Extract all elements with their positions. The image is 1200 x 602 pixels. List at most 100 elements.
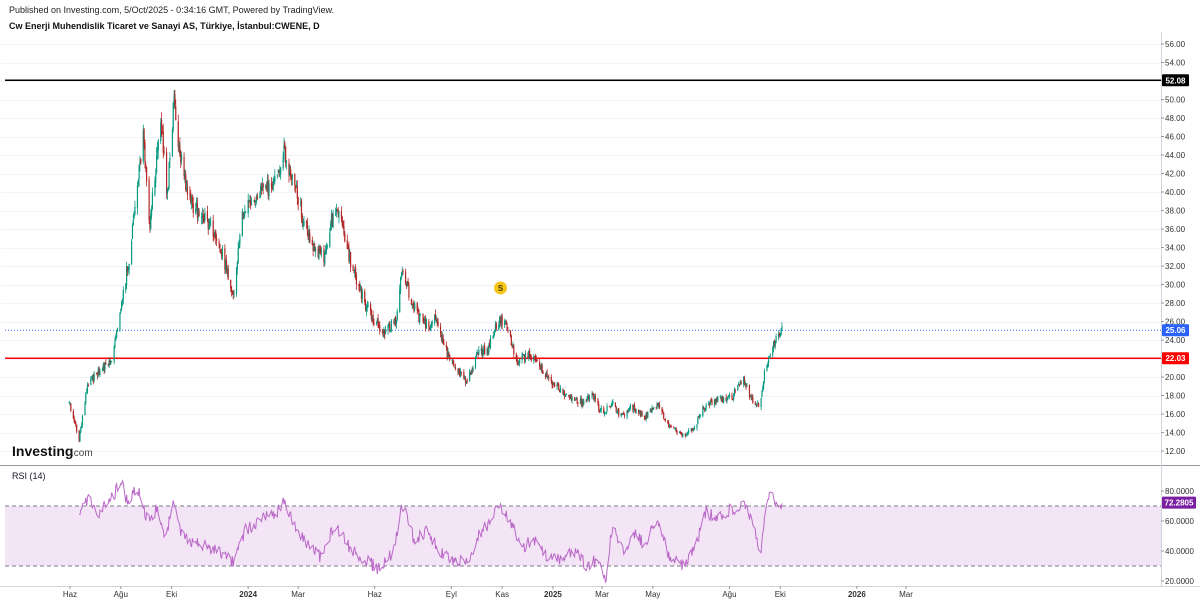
candle-body xyxy=(430,323,432,328)
candle-body xyxy=(693,427,696,429)
candle-body xyxy=(738,384,741,386)
candle-body xyxy=(534,356,536,358)
candle-body xyxy=(290,176,293,180)
candle-body xyxy=(185,174,187,190)
candle-body xyxy=(69,403,71,404)
candle-body xyxy=(779,334,781,337)
candle-body xyxy=(404,271,407,283)
candle-body xyxy=(609,407,612,409)
candle-body xyxy=(367,304,369,307)
candle-body xyxy=(717,397,719,401)
candle-body xyxy=(206,211,208,220)
candle-body xyxy=(546,372,548,378)
rsi-axis[interactable]: 20.0000 40.0000 60.0000 80.0000 xyxy=(1161,487,1194,586)
candle-body xyxy=(431,321,433,325)
candle-body xyxy=(412,304,414,306)
candle-body xyxy=(140,159,142,163)
candle-body xyxy=(226,268,228,272)
price-axis[interactable]: 12.0014.0016.0018.0020.0022.0024.0026.00… xyxy=(1161,40,1186,456)
candle-body xyxy=(641,411,643,417)
candle-body xyxy=(126,266,128,286)
candle-body xyxy=(686,433,688,435)
candle-body xyxy=(163,150,165,152)
investing-logo: Investing .com xyxy=(12,443,93,459)
candle-body xyxy=(109,360,111,364)
candle-body xyxy=(675,428,677,432)
candle-body xyxy=(349,252,351,261)
candle-body xyxy=(454,367,457,369)
candle-body xyxy=(219,243,221,250)
candle-body xyxy=(512,345,514,347)
rsi-value-tag-bg xyxy=(1162,496,1196,509)
candle-body xyxy=(160,119,163,135)
candle-body xyxy=(81,425,83,428)
candle-body xyxy=(564,392,566,397)
price-tick-label: 20.00 xyxy=(1165,373,1186,382)
candle-body xyxy=(571,397,573,401)
candle-body xyxy=(74,422,76,424)
signal-marker[interactable]: S xyxy=(493,281,507,295)
candle-body xyxy=(606,406,608,411)
candle-body xyxy=(711,400,713,405)
candle-body xyxy=(366,305,368,309)
candle-body xyxy=(242,212,244,220)
candle-body xyxy=(355,267,357,278)
candle-body xyxy=(335,212,337,215)
candle-body xyxy=(763,381,765,389)
candle-body xyxy=(680,432,682,435)
candle-body xyxy=(505,321,507,326)
candle-body xyxy=(365,306,368,312)
candle-body xyxy=(658,404,660,406)
candle-body xyxy=(568,395,570,397)
candle-body xyxy=(312,246,314,251)
candle-body xyxy=(169,157,171,161)
candle-body xyxy=(111,361,113,363)
candle-body xyxy=(614,402,616,407)
rsi-tick-label: 80.0000 xyxy=(1165,487,1194,496)
candle-body xyxy=(469,372,472,375)
candle-body xyxy=(542,370,544,374)
candle-body xyxy=(375,323,378,325)
candle-body xyxy=(434,314,437,320)
candle-body xyxy=(288,163,290,176)
candle-body xyxy=(544,375,547,378)
candle-body xyxy=(715,398,717,403)
candle-body xyxy=(643,415,646,419)
grid xyxy=(1,44,1161,452)
candle-body xyxy=(499,317,502,324)
candle-body xyxy=(751,397,753,398)
candle-body xyxy=(703,408,706,410)
candle-body xyxy=(308,231,310,240)
candle-body xyxy=(534,355,537,361)
price-tick-label: 44.00 xyxy=(1165,151,1186,160)
time-tick-label: Mar xyxy=(899,590,913,599)
candle-body xyxy=(739,381,741,385)
candle-body xyxy=(722,396,724,402)
candle-body xyxy=(588,398,591,400)
candle-body xyxy=(768,359,770,364)
candle-body xyxy=(138,164,140,180)
candle-body xyxy=(414,303,416,310)
candle-body xyxy=(691,428,693,431)
signal-marker-dot[interactable] xyxy=(493,281,507,295)
candle-body xyxy=(185,186,188,191)
candle-body xyxy=(369,304,372,312)
candle-body xyxy=(439,326,442,334)
candle-body xyxy=(300,202,302,204)
candle-body xyxy=(247,199,249,214)
candle-body xyxy=(547,376,549,378)
candle-body xyxy=(463,372,465,378)
price-tick-label: 16.00 xyxy=(1165,410,1186,419)
price-tick-label: 30.00 xyxy=(1165,281,1186,290)
candle-body xyxy=(749,396,751,398)
candle-body xyxy=(329,232,331,248)
candle-body xyxy=(424,318,426,322)
candle-body xyxy=(612,401,614,404)
candle-body xyxy=(616,412,618,414)
candle-body xyxy=(583,400,585,405)
candle-body xyxy=(563,391,565,393)
candle-body xyxy=(767,364,769,366)
time-axis[interactable]: Haz Ağu Eki 2024 Mar Haz Eyl Kas 2025 Mar May Ağu Ek… xyxy=(63,586,913,599)
candle-body xyxy=(477,352,479,355)
